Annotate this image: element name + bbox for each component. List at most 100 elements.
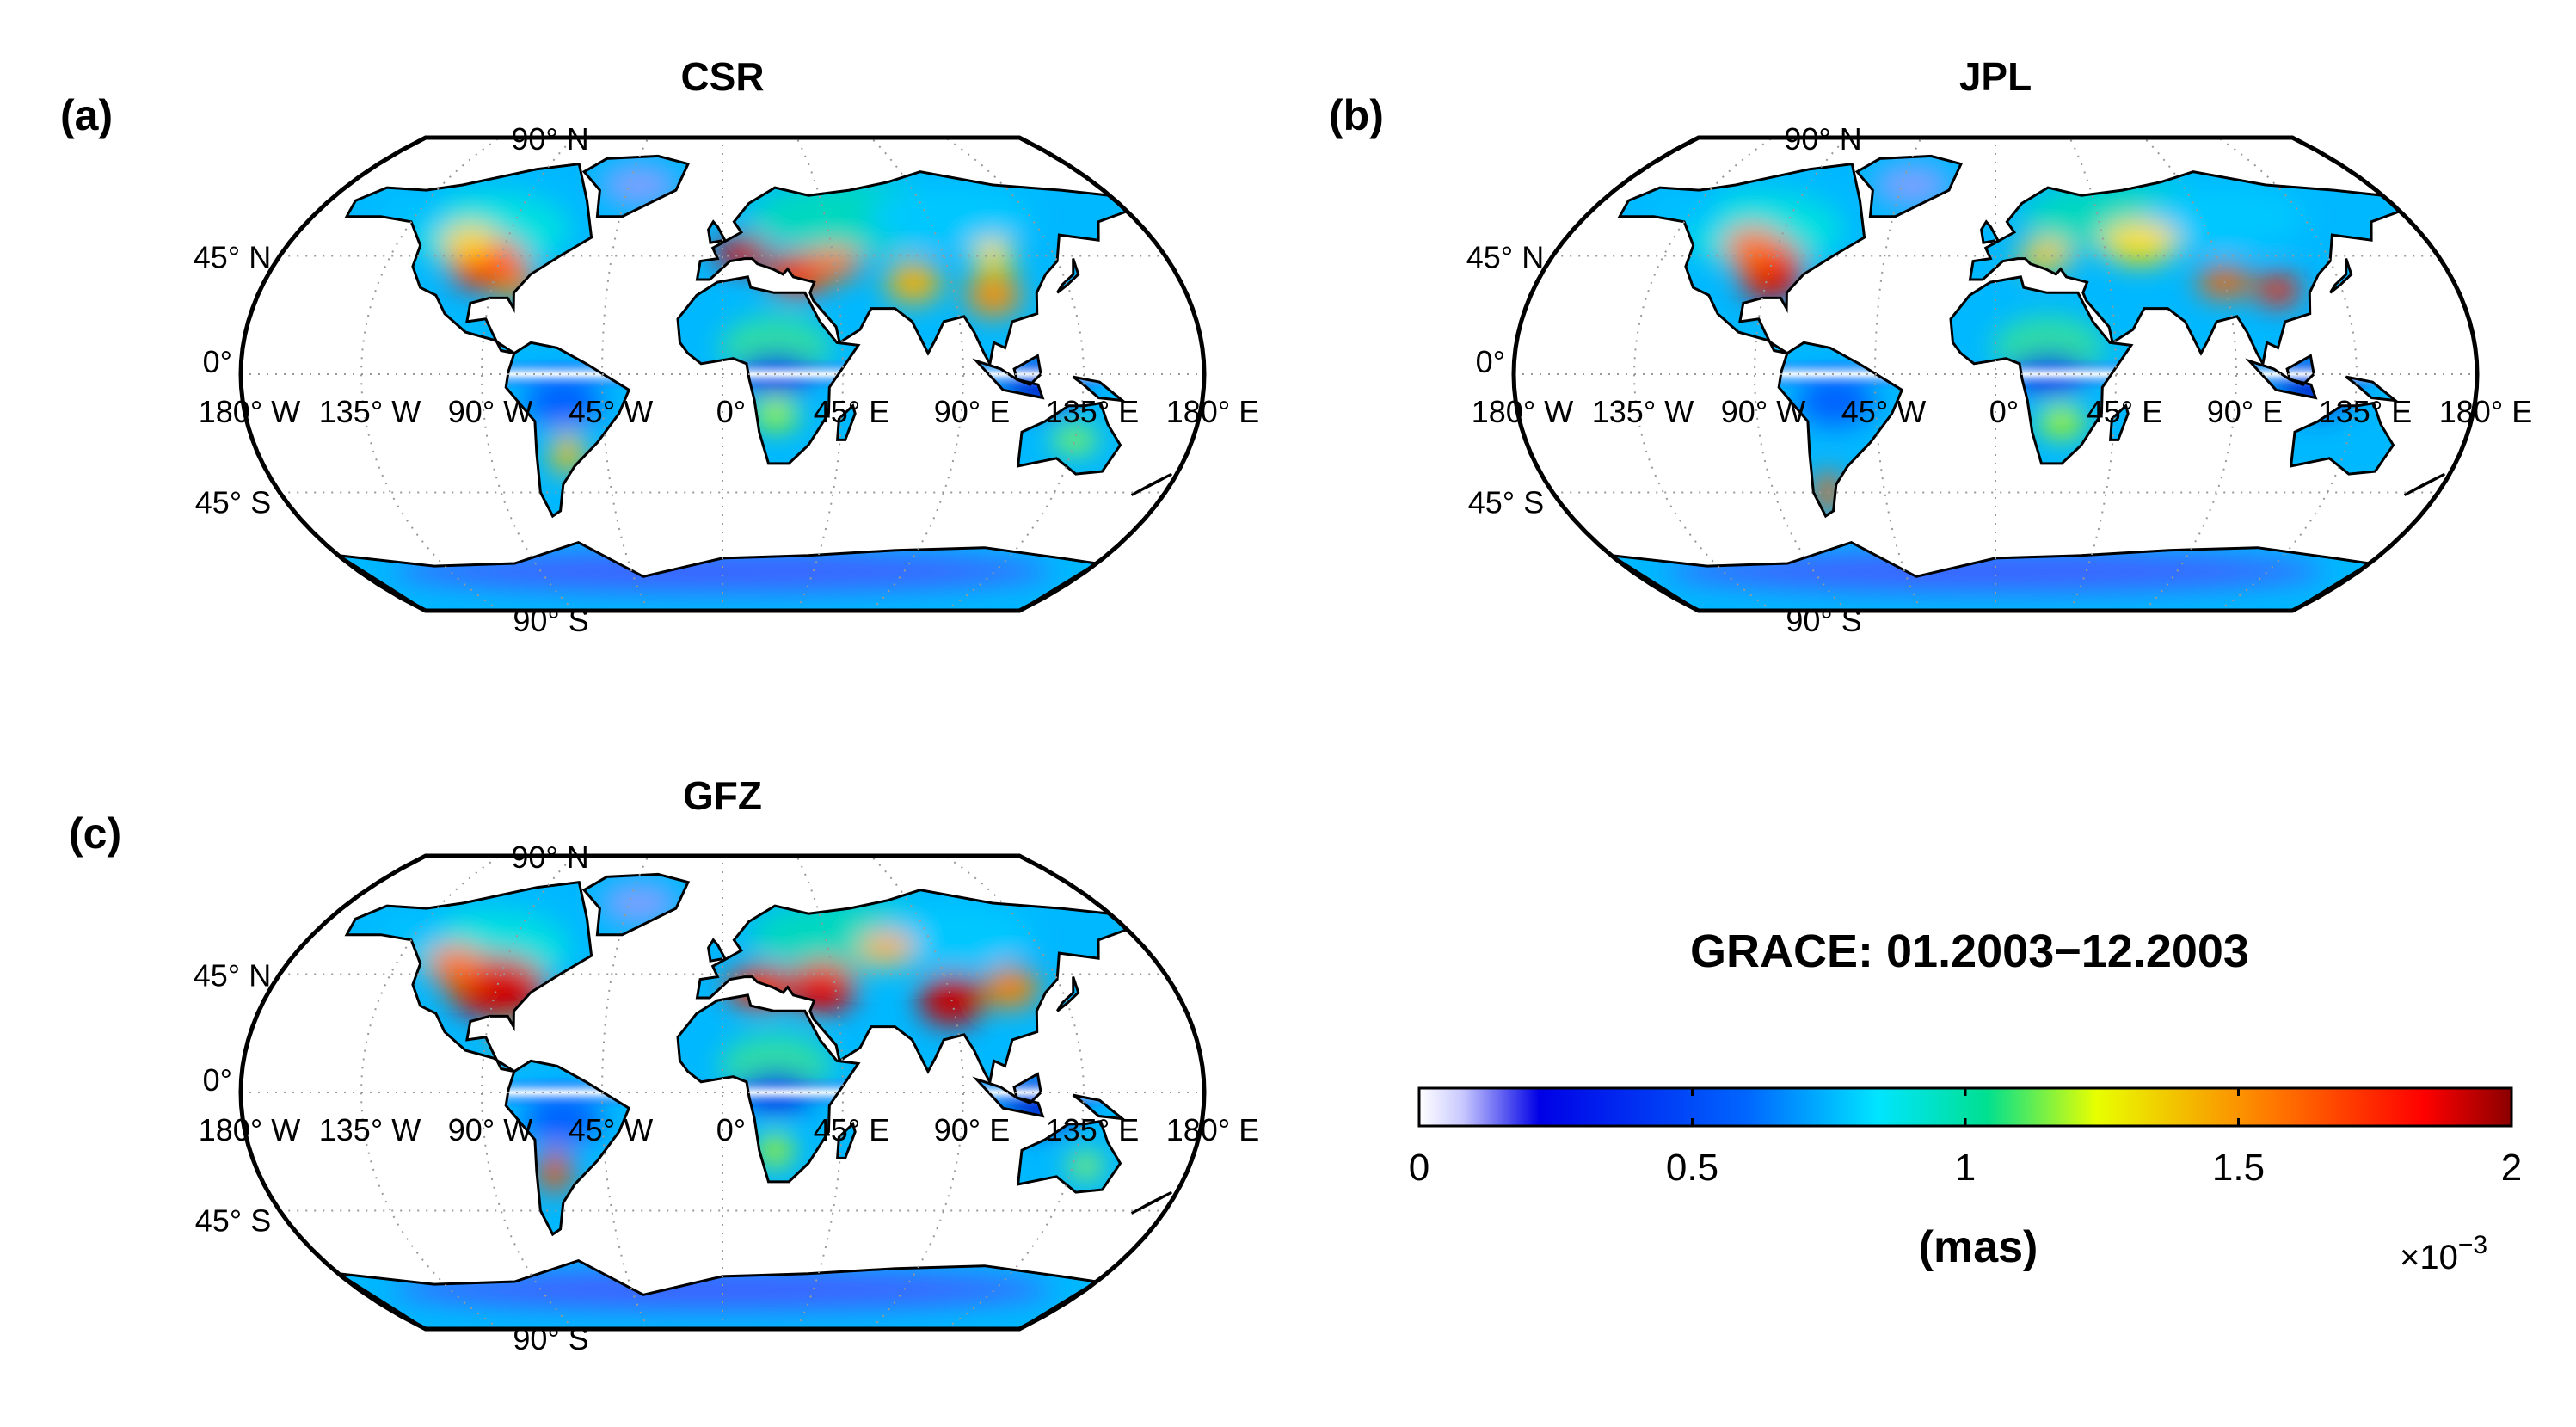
lat-label: 45° S [195, 1203, 271, 1239]
coastline-samerica [504, 341, 631, 519]
coastline-greenland [581, 872, 691, 937]
lon-label: 90° W [1721, 394, 1805, 429]
coastline-eurasia [695, 889, 1130, 1086]
map-panel-c: 90° N 45° N 0° 45° S 90° S 180° W 135° W 90° W 4… [194, 840, 1259, 1350]
lat-label: 45° S [1468, 485, 1544, 520]
lat-label: 90° S [513, 1321, 588, 1350]
coastline-greenland [581, 154, 691, 218]
coastlines [337, 872, 1173, 1331]
colorbar-tick-label: 1.5 [2212, 1147, 2265, 1189]
map-panel-b: 90° N 45° N 0° 45° S 90° S 180° W 135° W 90° W 4… [1466, 121, 2532, 632]
lon-label: 45° E [2087, 394, 2162, 429]
lon-label: 135° E [2319, 394, 2412, 429]
coastline-namerica [1617, 162, 1866, 355]
colorbar-ticks: 0 0.5 1 1.5 2 [1409, 1088, 2522, 1189]
coastline-newguinea [1072, 375, 1127, 403]
lon-label: 135° W [319, 394, 421, 429]
colorbar-tick-label: 2 [2501, 1147, 2522, 1189]
coastline-newguinea [2345, 375, 2400, 403]
lat-label: 0° [203, 344, 232, 379]
panel-title-b: JPL [1958, 54, 2032, 99]
lon-label: 45° W [1841, 394, 1926, 429]
lon-label: 180° E [1166, 394, 1259, 429]
lat-label: 90° N [511, 121, 588, 157]
lon-label: 180° W [199, 394, 300, 429]
lon-label: 45° E [814, 1112, 889, 1147]
graticule [241, 137, 1204, 612]
lon-label: 45° W [569, 1112, 653, 1147]
colorbar-tick-label: 1 [1955, 1147, 1976, 1189]
lon-label: 90° W [448, 1112, 532, 1147]
lat-label: 45° S [195, 485, 271, 520]
coastline-namerica [344, 162, 593, 355]
coastline-indonesia [972, 1076, 1045, 1118]
map-frame [238, 853, 1207, 1332]
coastline-samerica [504, 1059, 631, 1237]
lon-label: 0° [716, 394, 746, 429]
coastlines [337, 154, 1173, 612]
lat-label: 0° [1476, 344, 1505, 379]
lon-label: 180° W [1472, 394, 1573, 429]
lon-label: 0° [716, 1112, 746, 1147]
lat-label: 45° N [1466, 240, 1544, 275]
lon-labels: 180° W 135° W 90° W 45° W 0° 45° E 90° E 135° E… [199, 1112, 1259, 1147]
lon-label: 0° [1989, 394, 2019, 429]
lon-label: 90° E [2207, 394, 2283, 429]
coastline-madagascar [835, 1121, 857, 1159]
panel-letter-b: (b) [1329, 91, 1384, 139]
coastline-eurasia [695, 170, 1130, 368]
coastline-nz [1130, 1190, 1173, 1215]
lat-label: 90° N [1784, 121, 1861, 157]
coastline-namerica [344, 880, 593, 1073]
coastline-eurasia [1968, 170, 2403, 368]
coastline-australia [2289, 401, 2395, 476]
coastline-greenland [1854, 154, 1964, 218]
lon-label: 90° E [934, 394, 1010, 429]
coastline-borneo [1012, 354, 1042, 386]
coastline-africa [1949, 275, 2134, 465]
colorbar-tick-label: 0.5 [1666, 1147, 1718, 1189]
lat-label: 90° S [513, 603, 588, 632]
lon-label: 45° W [569, 394, 653, 429]
map-frame [1511, 135, 2480, 613]
lon-label: 180° E [1166, 1112, 1259, 1147]
colorbar: 0 0.5 1 1.5 2 ×10−3 [1409, 1086, 2522, 1276]
lat-label: 0° [203, 1062, 232, 1098]
colorbar-title: GRACE: 01.2003−12.2003 [1690, 926, 2249, 977]
coastline-samerica [1777, 341, 1904, 519]
colorbar-scale-exponent: −3 [2458, 1231, 2487, 1259]
lon-label: 135° E [1046, 1112, 1139, 1147]
lon-label: 135° E [1046, 394, 1139, 429]
coastline-japan [2329, 258, 2353, 294]
lon-label: 135° W [1592, 394, 1694, 429]
lat-label: 45° N [194, 958, 271, 993]
coastline-newguinea [1072, 1093, 1127, 1121]
lon-label: 45° E [814, 394, 889, 429]
graticule [1514, 137, 2477, 612]
panel-title-a: CSR [680, 54, 765, 99]
lat-label: 90° N [511, 840, 588, 875]
coastline-japan [1056, 976, 1080, 1012]
lat-label: 90° S [1786, 603, 1861, 632]
coastline-borneo [1012, 1072, 1042, 1104]
coastline-madagascar [2108, 403, 2130, 441]
lat-labels: 90° N 45° N 0° 45° S 90° S [194, 840, 589, 1350]
lon-label: 90° E [934, 1112, 1010, 1147]
coastline-indonesia [972, 358, 1045, 400]
lon-label: 180° W [199, 1112, 300, 1147]
lon-labels: 180° W 135° W 90° W 45° W 0° 45° E 90° E 135° E… [199, 394, 1259, 429]
lon-label: 90° W [448, 394, 532, 429]
lon-labels: 180° W 135° W 90° W 45° W 0° 45° E 90° E 135° E… [1472, 394, 2532, 429]
coastline-nz [1130, 472, 1173, 496]
map-panel-a: 90° N 45° N 0° 45° S 90° S 180° W 135° W 90° W 4… [194, 121, 1259, 632]
coastline-nz [2403, 472, 2446, 496]
coastline-australia [1016, 401, 1122, 476]
panel-letter-a: (a) [60, 91, 114, 139]
map-frame [238, 135, 1207, 613]
coastline-japan [1056, 258, 1080, 294]
panel-letter-c: (c) [69, 809, 122, 858]
coastline-africa [676, 993, 861, 1184]
coastline-indonesia [2245, 358, 2318, 400]
colorbar-unit: (mas) [1918, 1222, 2038, 1272]
colorbar-scale: ×10−3 [2400, 1231, 2487, 1276]
